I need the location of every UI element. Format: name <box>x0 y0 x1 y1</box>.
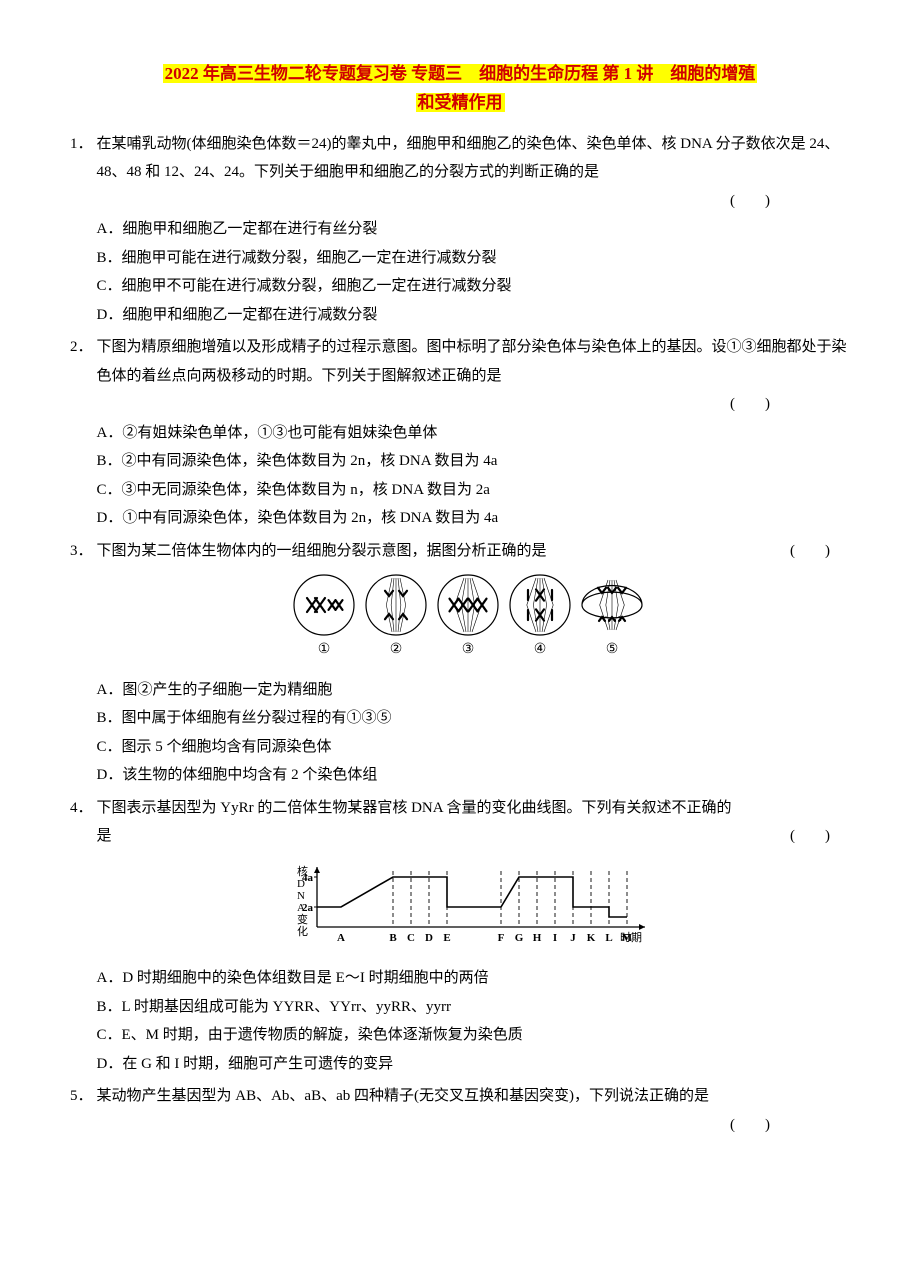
svg-text:化: 化 <box>297 924 308 938</box>
q3-opt-c: C．图示 5 个细胞均含有同源染色体 <box>97 733 850 762</box>
q3-number: 3． <box>70 537 93 790</box>
q3-opt-d: D．该生物的体细胞中均含有 2 个染色体组 <box>97 761 850 790</box>
q4-opt-c: C．E、M 时期，由于遗传物质的解旋，染色体逐渐恢复为染色质 <box>97 1021 850 1050</box>
svg-text:Y: Y <box>618 615 623 623</box>
svg-text:E: E <box>444 932 451 944</box>
svg-text:I: I <box>553 932 557 944</box>
q2-blank: ( ) <box>97 390 850 419</box>
q1-opt-c: C．细胞甲不可能在进行减数分裂，细胞乙一定在进行减数分裂 <box>97 272 850 301</box>
question-3: 3． 下图为某二倍体生物体内的一组细胞分裂示意图，据图分析正确的是 ( ) ① ②… <box>70 537 850 790</box>
q3-cells-svg: ① ② ③ ④ Y Y ⑤ <box>288 571 658 663</box>
svg-text:L: L <box>606 932 613 944</box>
q4-opt-d: D．在 G 和 I 时期，细胞可产生可遗传的变异 <box>97 1050 850 1079</box>
q4-figure: 核DNA变化4a2aABCDEFGHIJKLM时期 <box>97 857 850 963</box>
q4-stem2: 是 <box>97 822 790 851</box>
q3-options: A．图②产生的子细胞一定为精细胞 B．图中属于体细胞有丝分裂过程的有①③⑤ C．… <box>97 676 850 790</box>
q4-blank: ( ) <box>790 822 850 851</box>
svg-text:时期: 时期 <box>620 931 642 944</box>
q1-number: 1． <box>70 130 93 330</box>
q3-body: 下图为某二倍体生物体内的一组细胞分裂示意图，据图分析正确的是 ( ) ① ② ③ ④ Y… <box>97 537 850 790</box>
svg-text:H: H <box>533 932 542 944</box>
svg-text:B: B <box>390 932 398 944</box>
svg-text:D: D <box>425 932 433 944</box>
svg-text:4a: 4a <box>302 872 314 884</box>
q1-opt-b: B．细胞甲可能在进行减数分裂，细胞乙一定在进行减数分裂 <box>97 244 850 273</box>
svg-text:K: K <box>587 932 596 944</box>
svg-text:②: ② <box>390 642 403 657</box>
question-1: 1． 在某哺乳动物(体细胞染色体数＝24)的睾丸中，细胞甲和细胞乙的染色体、染色… <box>70 130 850 330</box>
svg-text:变: 变 <box>297 912 308 926</box>
q3-opt-b: B．图中属于体细胞有丝分裂过程的有①③⑤ <box>97 704 850 733</box>
svg-text:④: ④ <box>534 642 547 657</box>
svg-text:③: ③ <box>462 642 475 657</box>
q3-stem: 下图为某二倍体生物体内的一组细胞分裂示意图，据图分析正确的是 <box>97 543 547 559</box>
q3-blank: ( ) <box>790 537 850 566</box>
q1-blank: ( ) <box>97 187 850 216</box>
page-title-line2: 和受精作用 <box>416 93 505 112</box>
q5-blank: ( ) <box>97 1111 850 1140</box>
q4-opt-b: B．L 时期基因组成可能为 YYRR、YYrr、yyRR、yyrr <box>97 993 850 1022</box>
q4-opt-a: A．D 时期细胞中的染色体组数目是 E～I 时期细胞中的两倍 <box>97 964 850 993</box>
svg-text:A: A <box>337 932 345 944</box>
q2-opt-a: A．②有姐妹染色单体，①③也可能有姐妹染色单体 <box>97 419 850 448</box>
q1-body: 在某哺乳动物(体细胞染色体数＝24)的睾丸中，细胞甲和细胞乙的染色体、染色单体、… <box>97 130 850 330</box>
q2-opt-b: B．②中有同源染色体，染色体数目为 2n，核 DNA 数目为 4a <box>97 447 850 476</box>
q1-stem: 在某哺乳动物(体细胞染色体数＝24)的睾丸中，细胞甲和细胞乙的染色体、染色单体、… <box>97 136 840 181</box>
page-title-wrap: 2022 年高三生物二轮专题复习卷 专题三 细胞的生命历程 第 1 讲 细胞的增… <box>70 60 850 118</box>
q3-figure: ① ② ③ ④ Y Y ⑤ <box>97 571 850 674</box>
q5-stem: 某动物产生基因型为 AB、Ab、aB、ab 四种精子(无交叉互换和基因突变)，下… <box>97 1088 709 1104</box>
q5-body: 某动物产生基因型为 AB、Ab、aB、ab 四种精子(无交叉互换和基因突变)，下… <box>97 1082 850 1139</box>
svg-text:Y: Y <box>602 615 607 623</box>
q2-opt-c: C．③中无同源染色体，染色体数目为 n，核 DNA 数目为 2a <box>97 476 850 505</box>
q2-stem: 下图为精原细胞增殖以及形成精子的过程示意图。图中标明了部分染色体与染色体上的基因… <box>97 339 847 384</box>
svg-text:N: N <box>297 890 305 902</box>
q2-number: 2． <box>70 333 93 533</box>
q1-opt-d: D．细胞甲和细胞乙一定都在进行减数分裂 <box>97 301 850 330</box>
q2-opt-d: D．①中有同源染色体，染色体数目为 2n，核 DNA 数目为 4a <box>97 504 850 533</box>
q4-chart-svg: 核DNA变化4a2aABCDEFGHIJKLM时期 <box>293 857 653 952</box>
q4-stem1: 下图表示基因型为 YyRr 的二倍体生物某器官核 DNA 含量的变化曲线图。下列… <box>97 800 732 816</box>
q4-options: A．D 时期细胞中的染色体组数目是 E～I 时期细胞中的两倍 B．L 时期基因组… <box>97 964 850 1078</box>
question-2: 2． 下图为精原细胞增殖以及形成精子的过程示意图。图中标明了部分染色体与染色体上… <box>70 333 850 533</box>
svg-text:⑤: ⑤ <box>606 642 619 657</box>
q1-opt-a: A．细胞甲和细胞乙一定都在进行有丝分裂 <box>97 215 850 244</box>
q5-number: 5． <box>70 1082 93 1139</box>
svg-text:J: J <box>571 932 577 944</box>
q2-body: 下图为精原细胞增殖以及形成精子的过程示意图。图中标明了部分染色体与染色体上的基因… <box>97 333 850 533</box>
page-title-line1: 2022 年高三生物二轮专题复习卷 专题三 细胞的生命历程 第 1 讲 细胞的增… <box>163 64 758 83</box>
svg-text:F: F <box>498 932 505 944</box>
svg-text:G: G <box>515 932 524 944</box>
svg-text:①: ① <box>318 642 331 657</box>
q1-options: A．细胞甲和细胞乙一定都在进行有丝分裂 B．细胞甲可能在进行减数分裂，细胞乙一定… <box>97 215 850 329</box>
q4-body: 下图表示基因型为 YyRr 的二倍体生物某器官核 DNA 含量的变化曲线图。下列… <box>97 794 850 1079</box>
q2-options: A．②有姐妹染色单体，①③也可能有姐妹染色单体 B．②中有同源染色体，染色体数目… <box>97 419 850 533</box>
question-4: 4． 下图表示基因型为 YyRr 的二倍体生物某器官核 DNA 含量的变化曲线图… <box>70 794 850 1079</box>
question-5: 5． 某动物产生基因型为 AB、Ab、aB、ab 四种精子(无交叉互换和基因突变… <box>70 1082 850 1139</box>
svg-text:2a: 2a <box>302 902 314 914</box>
q3-opt-a: A．图②产生的子细胞一定为精细胞 <box>97 676 850 705</box>
svg-text:C: C <box>407 932 415 944</box>
q4-number: 4． <box>70 794 93 1079</box>
